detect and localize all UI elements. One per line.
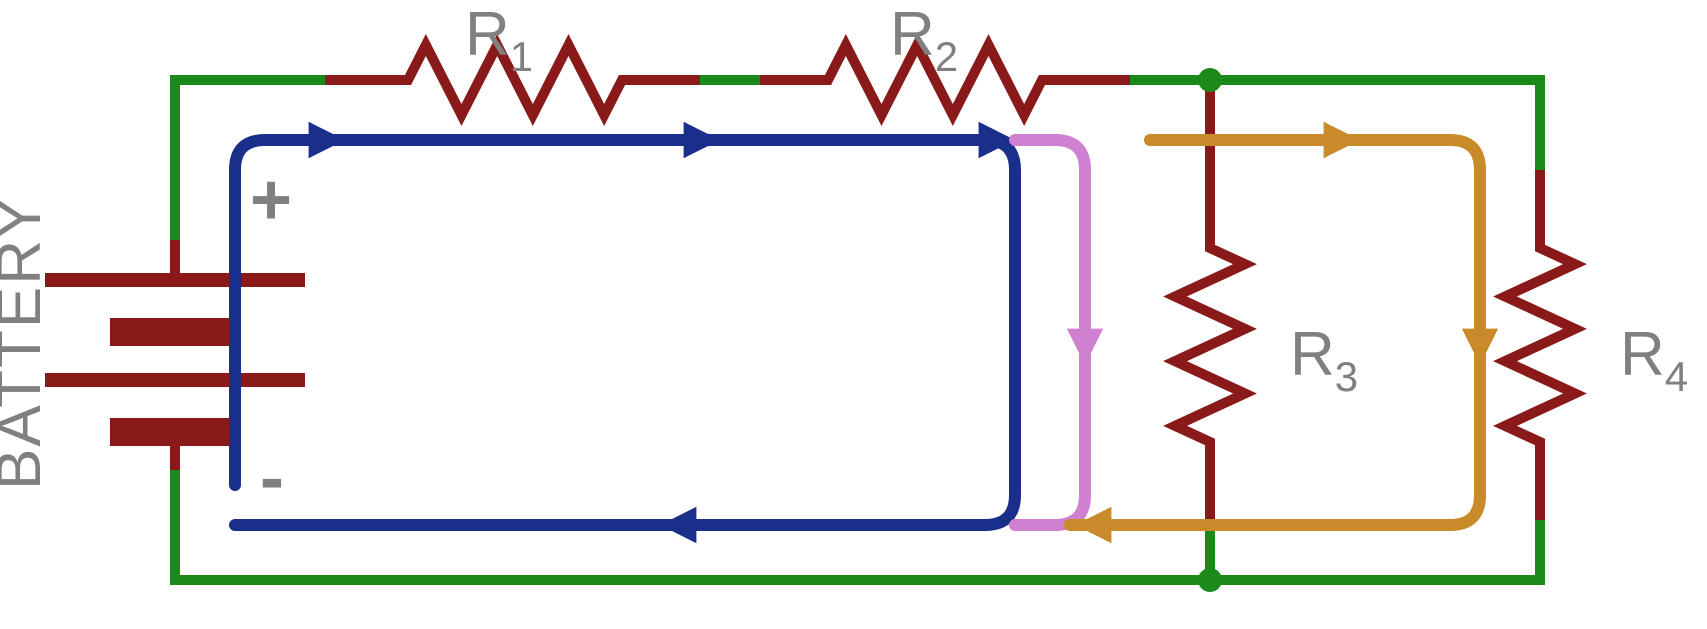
flow-arrow <box>1324 122 1360 158</box>
junction-node <box>1198 68 1222 92</box>
label-minus: - <box>260 438 284 518</box>
flow-arrow <box>309 122 345 158</box>
resistor-r4 <box>1505 230 1575 460</box>
label-r4: R4 <box>1620 320 1688 400</box>
current-flow-blue <box>235 140 1015 525</box>
label-battery: BATTERY <box>0 196 54 490</box>
label-r3: R3 <box>1290 320 1358 400</box>
label-plus: + <box>250 160 292 240</box>
flow-arrow <box>684 122 720 158</box>
flow-arrow <box>1462 329 1498 365</box>
flow-arrow <box>1067 329 1103 365</box>
wire-green-group <box>175 80 1540 580</box>
current-flow-orange <box>1070 140 1480 525</box>
label-r2: R2 <box>890 0 958 80</box>
resistor-r3 <box>1175 230 1245 460</box>
circuit-diagram: R1 R2 R3 R4 BATTERY + - <box>0 0 1707 629</box>
junction-node <box>1198 568 1222 592</box>
label-r1: R1 <box>465 0 533 80</box>
flow-arrow <box>660 507 696 543</box>
